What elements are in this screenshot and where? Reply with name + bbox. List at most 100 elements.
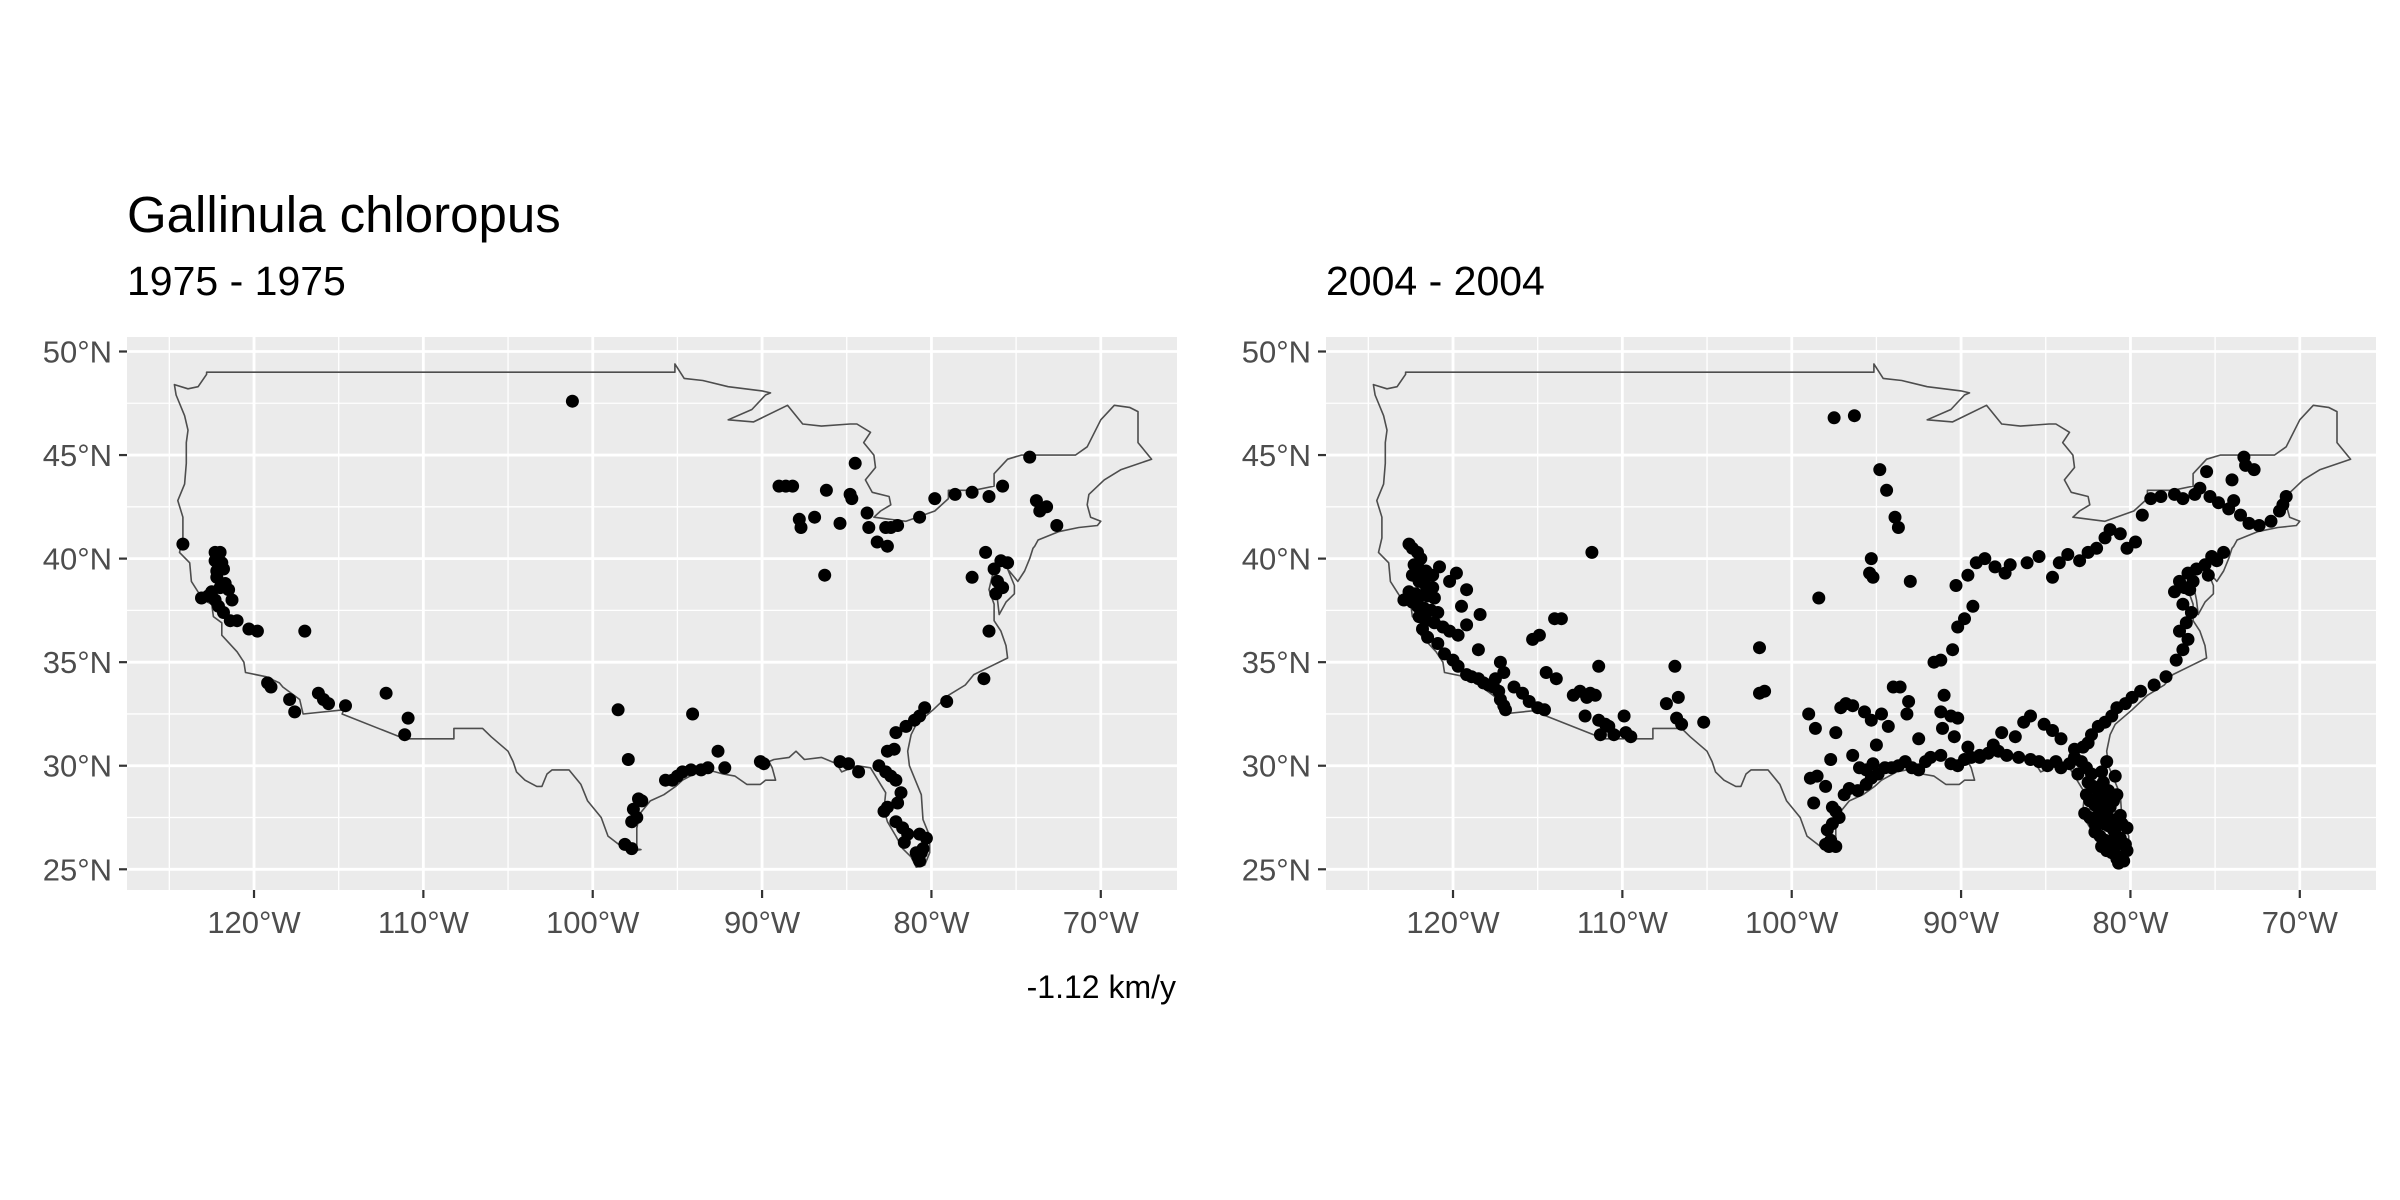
occurrence-point (1958, 612, 1971, 626)
occurrence-point (1995, 726, 2009, 740)
occurrence-point (2168, 585, 2181, 599)
occurrence-point (2201, 568, 2215, 582)
occurrence-point (2252, 519, 2266, 532)
occurrence-point (288, 705, 302, 719)
occurrence-point (264, 680, 278, 694)
occurrence-point (1829, 726, 1843, 740)
occurrence-point (1847, 409, 1861, 423)
occurrence-point (2184, 606, 2198, 619)
occurrence-point (298, 624, 312, 638)
occurrence-point (283, 693, 297, 706)
occurrence-point (1822, 840, 1836, 853)
occurrence-point (1881, 719, 1895, 733)
y-tick-label: 50°N (1242, 334, 1311, 369)
occurrence-point (1846, 748, 1860, 762)
x-tick-label: 80°W (2092, 905, 2169, 940)
occurrence-point (2129, 535, 2142, 549)
y-tick-label: 50°N (43, 334, 112, 369)
occurrence-point (2090, 541, 2104, 555)
occurrence-point (818, 568, 832, 582)
occurrence-point (1471, 643, 1485, 657)
occurrence-point (819, 483, 833, 497)
occurrence-point (1902, 695, 1916, 708)
occurrence-point (1966, 599, 1980, 613)
occurrence-point (2247, 463, 2261, 477)
occurrence-point (1936, 721, 1949, 735)
occurrence-point (833, 516, 847, 530)
occurrence-point (1973, 748, 1987, 762)
occurrence-point (1819, 779, 1833, 793)
occurrence-point (1934, 653, 1948, 667)
occurrence-point (889, 726, 903, 740)
occurrence-point (222, 583, 236, 597)
occurrence-point (1820, 823, 1834, 837)
occurrence-point (2017, 715, 2031, 729)
occurrence-point (940, 695, 954, 708)
occurrence-point (2073, 554, 2087, 568)
occurrence-point (1001, 556, 1015, 570)
y-tick-label: 35°N (1242, 645, 1311, 680)
occurrence-point (1888, 510, 1902, 524)
occurrence-point (894, 786, 908, 800)
occurrence-point (982, 490, 996, 503)
map-panel-2: 2004 - 2004 120°W 110°W 100°W 90°W 80°W 70°W 25… (1242, 258, 2376, 940)
occurrence-point (1978, 552, 1992, 566)
occurrence-point (1499, 703, 1512, 717)
occurrence-point (1891, 521, 1905, 534)
occurrence-point (965, 485, 979, 499)
occurrence-point (401, 711, 415, 725)
occurrence-point (1869, 738, 1883, 752)
occurrence-point (2227, 494, 2241, 508)
occurrence-point (1875, 707, 1888, 721)
occurrence-point (1538, 703, 1551, 717)
occurrence-point (909, 846, 923, 860)
occurrence-point (1455, 599, 1468, 613)
occurrence-point (1675, 717, 1689, 731)
x-tick-label: 120°W (1406, 905, 1500, 940)
occurrence-point (1810, 769, 1824, 783)
occurrence-point (2100, 792, 2114, 806)
occurrence-point (2076, 740, 2090, 754)
occurrence-point (625, 815, 639, 829)
occurrence-point (2173, 624, 2186, 638)
occurrence-point (1593, 728, 1607, 742)
occurrence-point (1825, 800, 1839, 814)
occurrence-point (1900, 707, 1914, 721)
occurrence-point (1449, 566, 1463, 580)
occurrence-point (2037, 717, 2051, 731)
occurrence-point (1554, 612, 1568, 626)
panel-background (1326, 337, 2376, 890)
occurrence-point (2095, 840, 2109, 853)
occurrence-point (2046, 570, 2059, 584)
occurrence-point (2108, 827, 2122, 841)
x-tick-label: 110°W (378, 905, 470, 940)
occurrence-point (757, 757, 771, 771)
occurrence-point (1588, 688, 1602, 702)
occurrence-point (877, 804, 891, 818)
x-tick-label: 70°W (2262, 905, 2339, 940)
occurrence-point (977, 672, 991, 686)
occurrence-point (1873, 463, 1887, 477)
occurrence-point (899, 719, 913, 733)
occurrence-point (2144, 492, 2158, 506)
occurrence-point (1532, 628, 1546, 642)
occurrence-point (1824, 753, 1838, 766)
occurrence-point (982, 624, 996, 638)
occurrence-point (398, 728, 412, 742)
occurrence-point (1949, 579, 1963, 592)
occurrence-point (1846, 699, 1860, 713)
occurrence-point (1986, 738, 2000, 752)
occurrence-point (2103, 523, 2117, 537)
occurrence-point (684, 763, 698, 777)
occurrence-point (2237, 450, 2251, 464)
occurrence-point (1451, 628, 1465, 642)
occurrence-point (635, 794, 649, 808)
occurrence-point (711, 744, 725, 758)
occurrence-point (1827, 411, 1841, 425)
y-tick-label: 40°N (1242, 542, 1311, 577)
occurrence-point (1934, 705, 1948, 719)
occurrence-point (2193, 481, 2207, 495)
occurrence-point (230, 614, 244, 628)
occurrence-point (1549, 672, 1563, 686)
